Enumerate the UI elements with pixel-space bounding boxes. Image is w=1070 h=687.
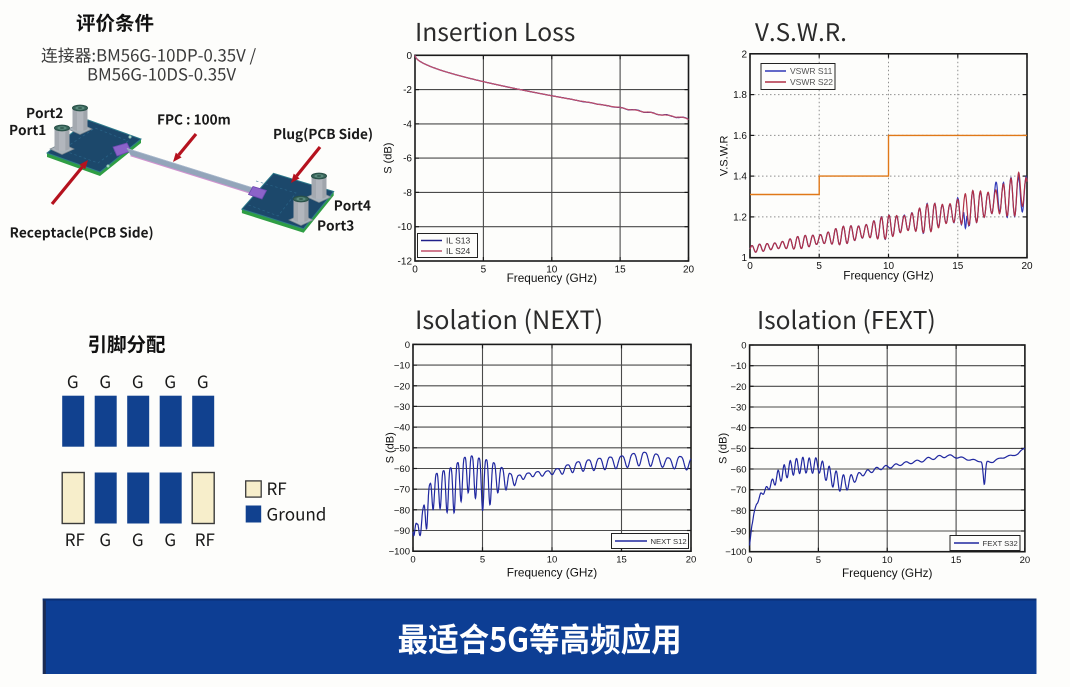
svg-text:15: 15 xyxy=(951,555,962,566)
svg-text:1.8: 1.8 xyxy=(733,90,747,101)
svg-text:5: 5 xyxy=(480,555,485,566)
svg-text:Frequency (GHz): Frequency (GHz) xyxy=(507,566,598,580)
svg-text:0: 0 xyxy=(405,340,410,351)
svg-text:−80: −80 xyxy=(730,506,746,517)
svg-text:20: 20 xyxy=(683,265,695,276)
svg-text:−90: −90 xyxy=(730,527,746,538)
svg-text:−40: −40 xyxy=(394,423,410,434)
svg-text:−30: −30 xyxy=(394,402,410,413)
svg-text:S (dB): S (dB) xyxy=(383,143,395,174)
svg-text:0: 0 xyxy=(410,555,415,566)
svg-text:15: 15 xyxy=(952,261,964,272)
svg-text:VSWR S22: VSWR S22 xyxy=(790,77,833,87)
svg-text:−100: −100 xyxy=(725,547,746,558)
svg-text:1.2: 1.2 xyxy=(733,212,747,223)
svg-text:5: 5 xyxy=(481,265,487,276)
svg-text:−70: −70 xyxy=(394,485,410,496)
svg-text:−20: −20 xyxy=(730,382,746,393)
svg-text:20: 20 xyxy=(1021,261,1033,272)
svg-text:0: 0 xyxy=(741,341,746,352)
svg-text:10: 10 xyxy=(883,261,895,272)
svg-text:Frequency (GHz): Frequency (GHz) xyxy=(842,566,933,580)
svg-text:0: 0 xyxy=(747,555,752,566)
svg-text:−10: −10 xyxy=(394,361,410,372)
svg-text:IL S13: IL S13 xyxy=(446,236,471,246)
svg-text:−80: −80 xyxy=(394,505,410,516)
svg-text:−50: −50 xyxy=(394,443,410,454)
svg-text:1.6: 1.6 xyxy=(733,131,747,142)
svg-text:5: 5 xyxy=(816,261,822,272)
svg-text:FEXT S32: FEXT S32 xyxy=(983,539,1018,548)
svg-text:-8: -8 xyxy=(403,188,412,199)
svg-text:−30: −30 xyxy=(730,403,746,414)
svg-text:10: 10 xyxy=(882,555,893,566)
svg-text:20: 20 xyxy=(686,555,697,566)
svg-text:−50: −50 xyxy=(730,444,746,455)
svg-text:1: 1 xyxy=(741,253,747,264)
svg-text:0: 0 xyxy=(412,265,418,276)
svg-text:S (dB): S (dB) xyxy=(385,432,397,463)
svg-text:20: 20 xyxy=(1020,555,1031,566)
svg-text:10: 10 xyxy=(546,265,558,276)
svg-text:-6: -6 xyxy=(403,154,412,165)
svg-text:10: 10 xyxy=(547,555,558,566)
svg-text:−20: −20 xyxy=(394,381,410,392)
svg-text:15: 15 xyxy=(616,555,627,566)
svg-text:NEXT S12: NEXT S12 xyxy=(651,537,687,546)
svg-text:VSWR S11: VSWR S11 xyxy=(790,66,833,76)
svg-text:-2: -2 xyxy=(403,85,412,96)
svg-text:-12: -12 xyxy=(398,257,413,268)
svg-text:-4: -4 xyxy=(403,119,412,130)
svg-text:IL S24: IL S24 xyxy=(446,246,471,256)
svg-text:S (dB): S (dB) xyxy=(718,433,730,464)
svg-text:−10: −10 xyxy=(730,361,746,372)
svg-text:-10: -10 xyxy=(398,222,413,233)
svg-text:0: 0 xyxy=(406,51,412,62)
svg-text:Frequency (GHz): Frequency (GHz) xyxy=(507,271,598,285)
svg-text:−60: −60 xyxy=(730,465,746,476)
svg-text:−90: −90 xyxy=(394,526,410,537)
svg-text:−40: −40 xyxy=(730,423,746,434)
svg-text:Frequency (GHz): Frequency (GHz) xyxy=(843,269,934,283)
svg-text:0: 0 xyxy=(747,261,753,272)
svg-text:1.4: 1.4 xyxy=(733,172,747,183)
svg-text:2: 2 xyxy=(741,49,747,60)
svg-text:5: 5 xyxy=(816,555,821,566)
svg-text:−100: −100 xyxy=(389,547,410,558)
svg-text:−70: −70 xyxy=(730,485,746,496)
svg-text:V.S.W.R: V.S.W.R xyxy=(719,135,731,176)
svg-text:−60: −60 xyxy=(394,464,410,475)
svg-text:15: 15 xyxy=(615,265,627,276)
